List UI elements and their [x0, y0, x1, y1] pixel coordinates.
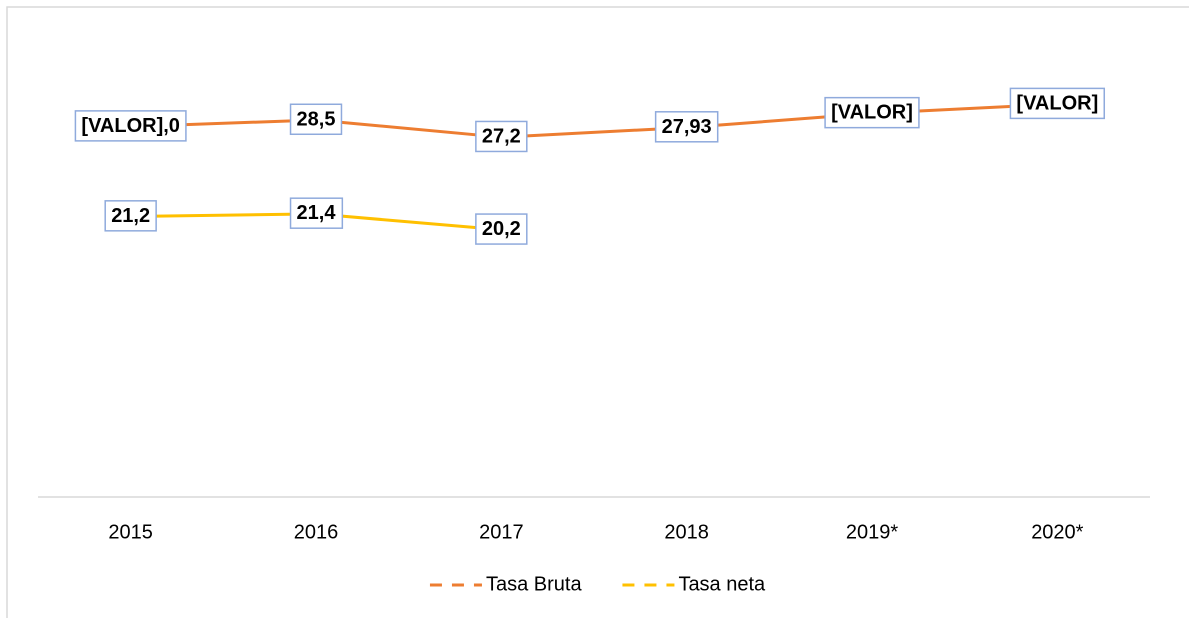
x-tick-label: 2020* [1031, 521, 1083, 543]
label-box [475, 120, 528, 153]
label-box [654, 111, 719, 143]
data-label: 20,2 [482, 218, 521, 240]
x-tick-label: 2015 [108, 521, 153, 543]
data-label: 27,2 [482, 125, 521, 147]
legend-item: Tasa neta [622, 573, 766, 595]
label-box [475, 213, 528, 245]
label-box [289, 197, 344, 229]
data-label-box: 27,2 [475, 120, 528, 153]
legend-item: Tasa Bruta [429, 573, 582, 595]
x-tick-label: 2019* [846, 521, 898, 543]
label-box [74, 110, 187, 142]
label-box [1009, 87, 1106, 120]
label-box [104, 200, 157, 232]
chart-frame [6, 6, 1189, 618]
x-tick-label: 2018 [664, 521, 709, 543]
data-label-box: 20,2 [475, 213, 528, 245]
data-label: [VALOR] [1016, 92, 1098, 114]
legend-label: Tasa neta [678, 573, 766, 595]
data-label-box: 21,4 [289, 197, 344, 229]
data-label: 28,5 [297, 108, 336, 130]
data-label: [VALOR] [831, 102, 913, 124]
data-label: 21,4 [297, 202, 337, 224]
data-label-box: [VALOR] [824, 96, 920, 129]
data-label: 27,93 [662, 116, 712, 138]
data-label-box: [VALOR] [1009, 87, 1106, 120]
data-label-box: 27,93 [654, 111, 719, 143]
label-box [824, 96, 920, 129]
data-label-box: 21,2 [104, 200, 157, 232]
data-label: [VALOR],0 [81, 115, 180, 137]
legend-label: Tasa Bruta [486, 573, 582, 595]
data-label-box: 28,5 [289, 103, 343, 136]
x-tick-label: 2016 [294, 521, 339, 543]
data-label: 21,2 [111, 205, 150, 227]
label-box [289, 103, 343, 136]
data-label-box: [VALOR],0 [74, 110, 187, 142]
x-tick-label: 2017 [479, 521, 524, 543]
